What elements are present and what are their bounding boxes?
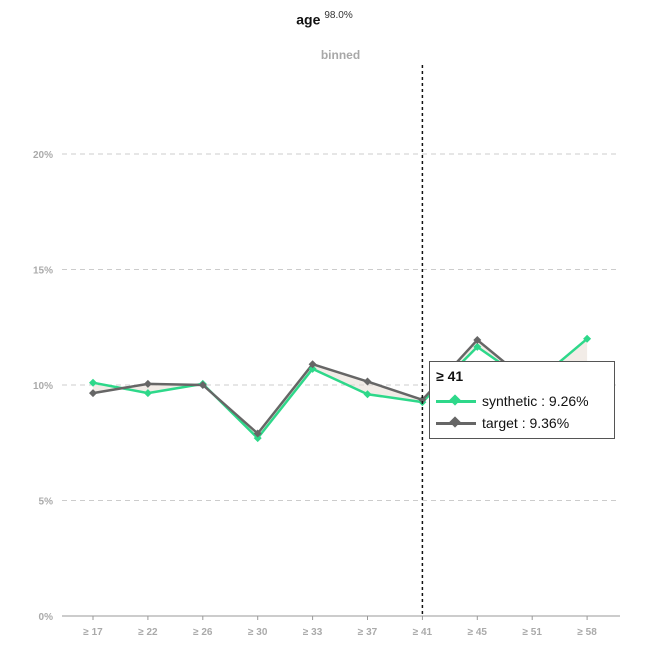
data-point-target [418,395,427,404]
data-point-synthetic [583,334,592,343]
x-tick-label: ≥ 51 [523,627,543,638]
chart-title-row: age 98.0% [0,10,649,29]
tooltip-synthetic-marker-icon [436,394,476,408]
tooltip-header: ≥ 41 [436,368,464,384]
tooltip-row-synthetic: synthetic : 9.26% [436,390,608,412]
x-tick-label: ≥ 30 [248,627,268,638]
tooltip-target-label: target : 9.36% [482,415,570,431]
x-tick-label: ≥ 37 [358,627,378,638]
data-point-synthetic [473,342,482,351]
y-tick-label: 15% [33,266,53,277]
data-point-target [363,377,372,386]
y-tick-label: 20% [33,150,53,161]
data-point-synthetic [308,364,317,373]
chart-title-superscript: 98.0% [324,10,353,21]
data-point-target [253,429,262,438]
data-point-synthetic [253,434,262,443]
data-point-synthetic [143,389,152,398]
chart-subtitle: binned [320,48,361,62]
data-point-synthetic [363,390,372,399]
data-point-target [198,381,207,389]
x-tick-label: ≥ 22 [138,627,158,638]
chart-title: age [296,11,321,28]
x-tick-label: ≥ 41 [413,627,433,638]
data-point-target [89,389,97,398]
y-tick-label: 0% [39,612,54,623]
data-point-synthetic [89,378,97,387]
x-tick-label: ≥ 33 [303,627,323,638]
data-point-target [473,335,482,344]
x-tick-label: ≥ 45 [468,627,488,638]
x-tick-label: ≥ 26 [193,627,213,638]
tooltip-row-target: target : 9.36% [436,412,608,434]
tooltip-synthetic-label: synthetic : 9.26% [482,393,589,409]
tooltip: ≥ 41 synthetic : 9.26% target : 9.36% [429,361,615,439]
y-tick-label: 10% [33,381,53,392]
data-point-target [143,379,152,388]
y-tick-label: 5% [39,497,54,508]
data-point-target [308,360,317,369]
x-tick-label: ≥ 17 [83,627,103,638]
x-tick-label: ≥ 58 [577,627,597,638]
tooltip-target-marker-icon [436,416,476,430]
